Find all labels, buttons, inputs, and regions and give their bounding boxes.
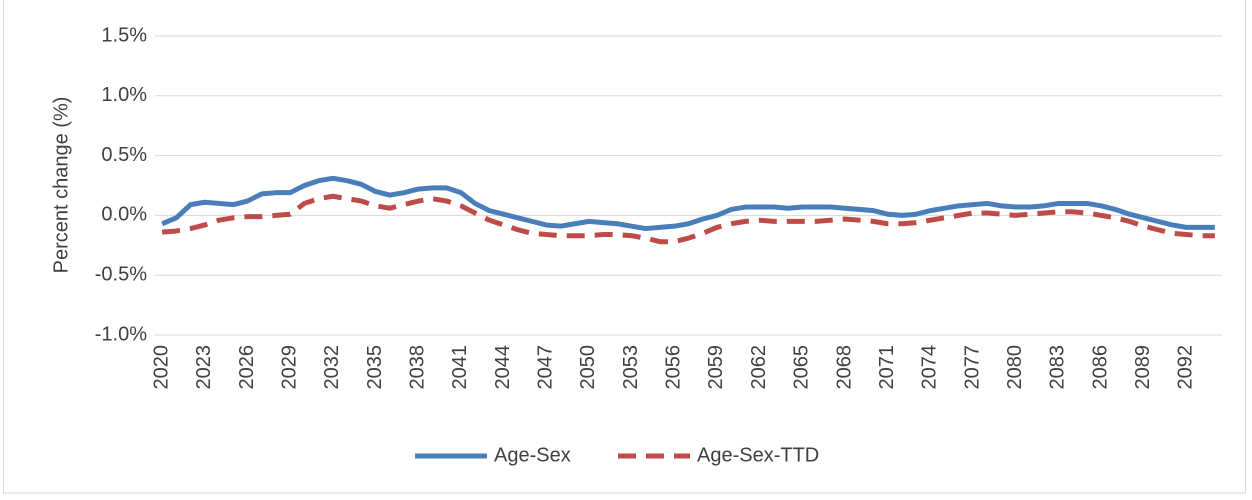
y-tick-label: 1.0% [101, 84, 147, 106]
y-tick-label: -0.5% [95, 263, 147, 285]
x-tick-label: 2044 [492, 345, 514, 390]
x-tick-label: 2056 [663, 345, 685, 390]
x-tick-label: 2053 [620, 345, 642, 390]
x-tick-label: 2029 [278, 345, 300, 390]
x-tick-label: 2068 [833, 345, 855, 390]
y-axis-title: Percent change (%) [50, 97, 72, 274]
x-tick-label: 2047 [535, 345, 557, 390]
x-tick-label: 2092 [1175, 345, 1197, 390]
x-tick-label: 2086 [1089, 345, 1111, 390]
x-tick-label: 2035 [364, 345, 386, 390]
x-tick-label: 2050 [577, 345, 599, 390]
x-tick-label: 2041 [449, 345, 471, 390]
legend-label: Age-Sex [494, 444, 571, 466]
y-tick-label: 1.5% [101, 24, 147, 46]
x-tick-label: 2065 [791, 345, 813, 390]
y-tick-label: 0.0% [101, 204, 147, 226]
x-tick-label: 2032 [321, 345, 343, 390]
y-tick-label: -1.0% [95, 323, 147, 345]
line-series [161, 193, 1215, 245]
line-series [161, 175, 1215, 232]
x-tick-label: 2026 [236, 345, 258, 390]
x-tick-label: 2038 [406, 345, 428, 390]
x-tick-label: 2071 [876, 345, 898, 390]
x-tick-label: 2020 [150, 345, 172, 390]
chart-border [3, 0, 1246, 494]
x-tick-label: 2023 [193, 345, 215, 390]
x-tick-label: 2077 [961, 345, 983, 390]
y-tick-label: 0.5% [101, 144, 147, 166]
legend-label: Age-Sex-TTD [697, 444, 819, 466]
x-tick-label: 2059 [705, 345, 727, 390]
x-tick-label: 2083 [1047, 345, 1069, 390]
x-tick-label: 2062 [748, 345, 770, 390]
x-tick-label: 2089 [1132, 345, 1154, 390]
x-tick-label: 2074 [919, 345, 941, 390]
x-tick-label: 2080 [1004, 345, 1026, 390]
